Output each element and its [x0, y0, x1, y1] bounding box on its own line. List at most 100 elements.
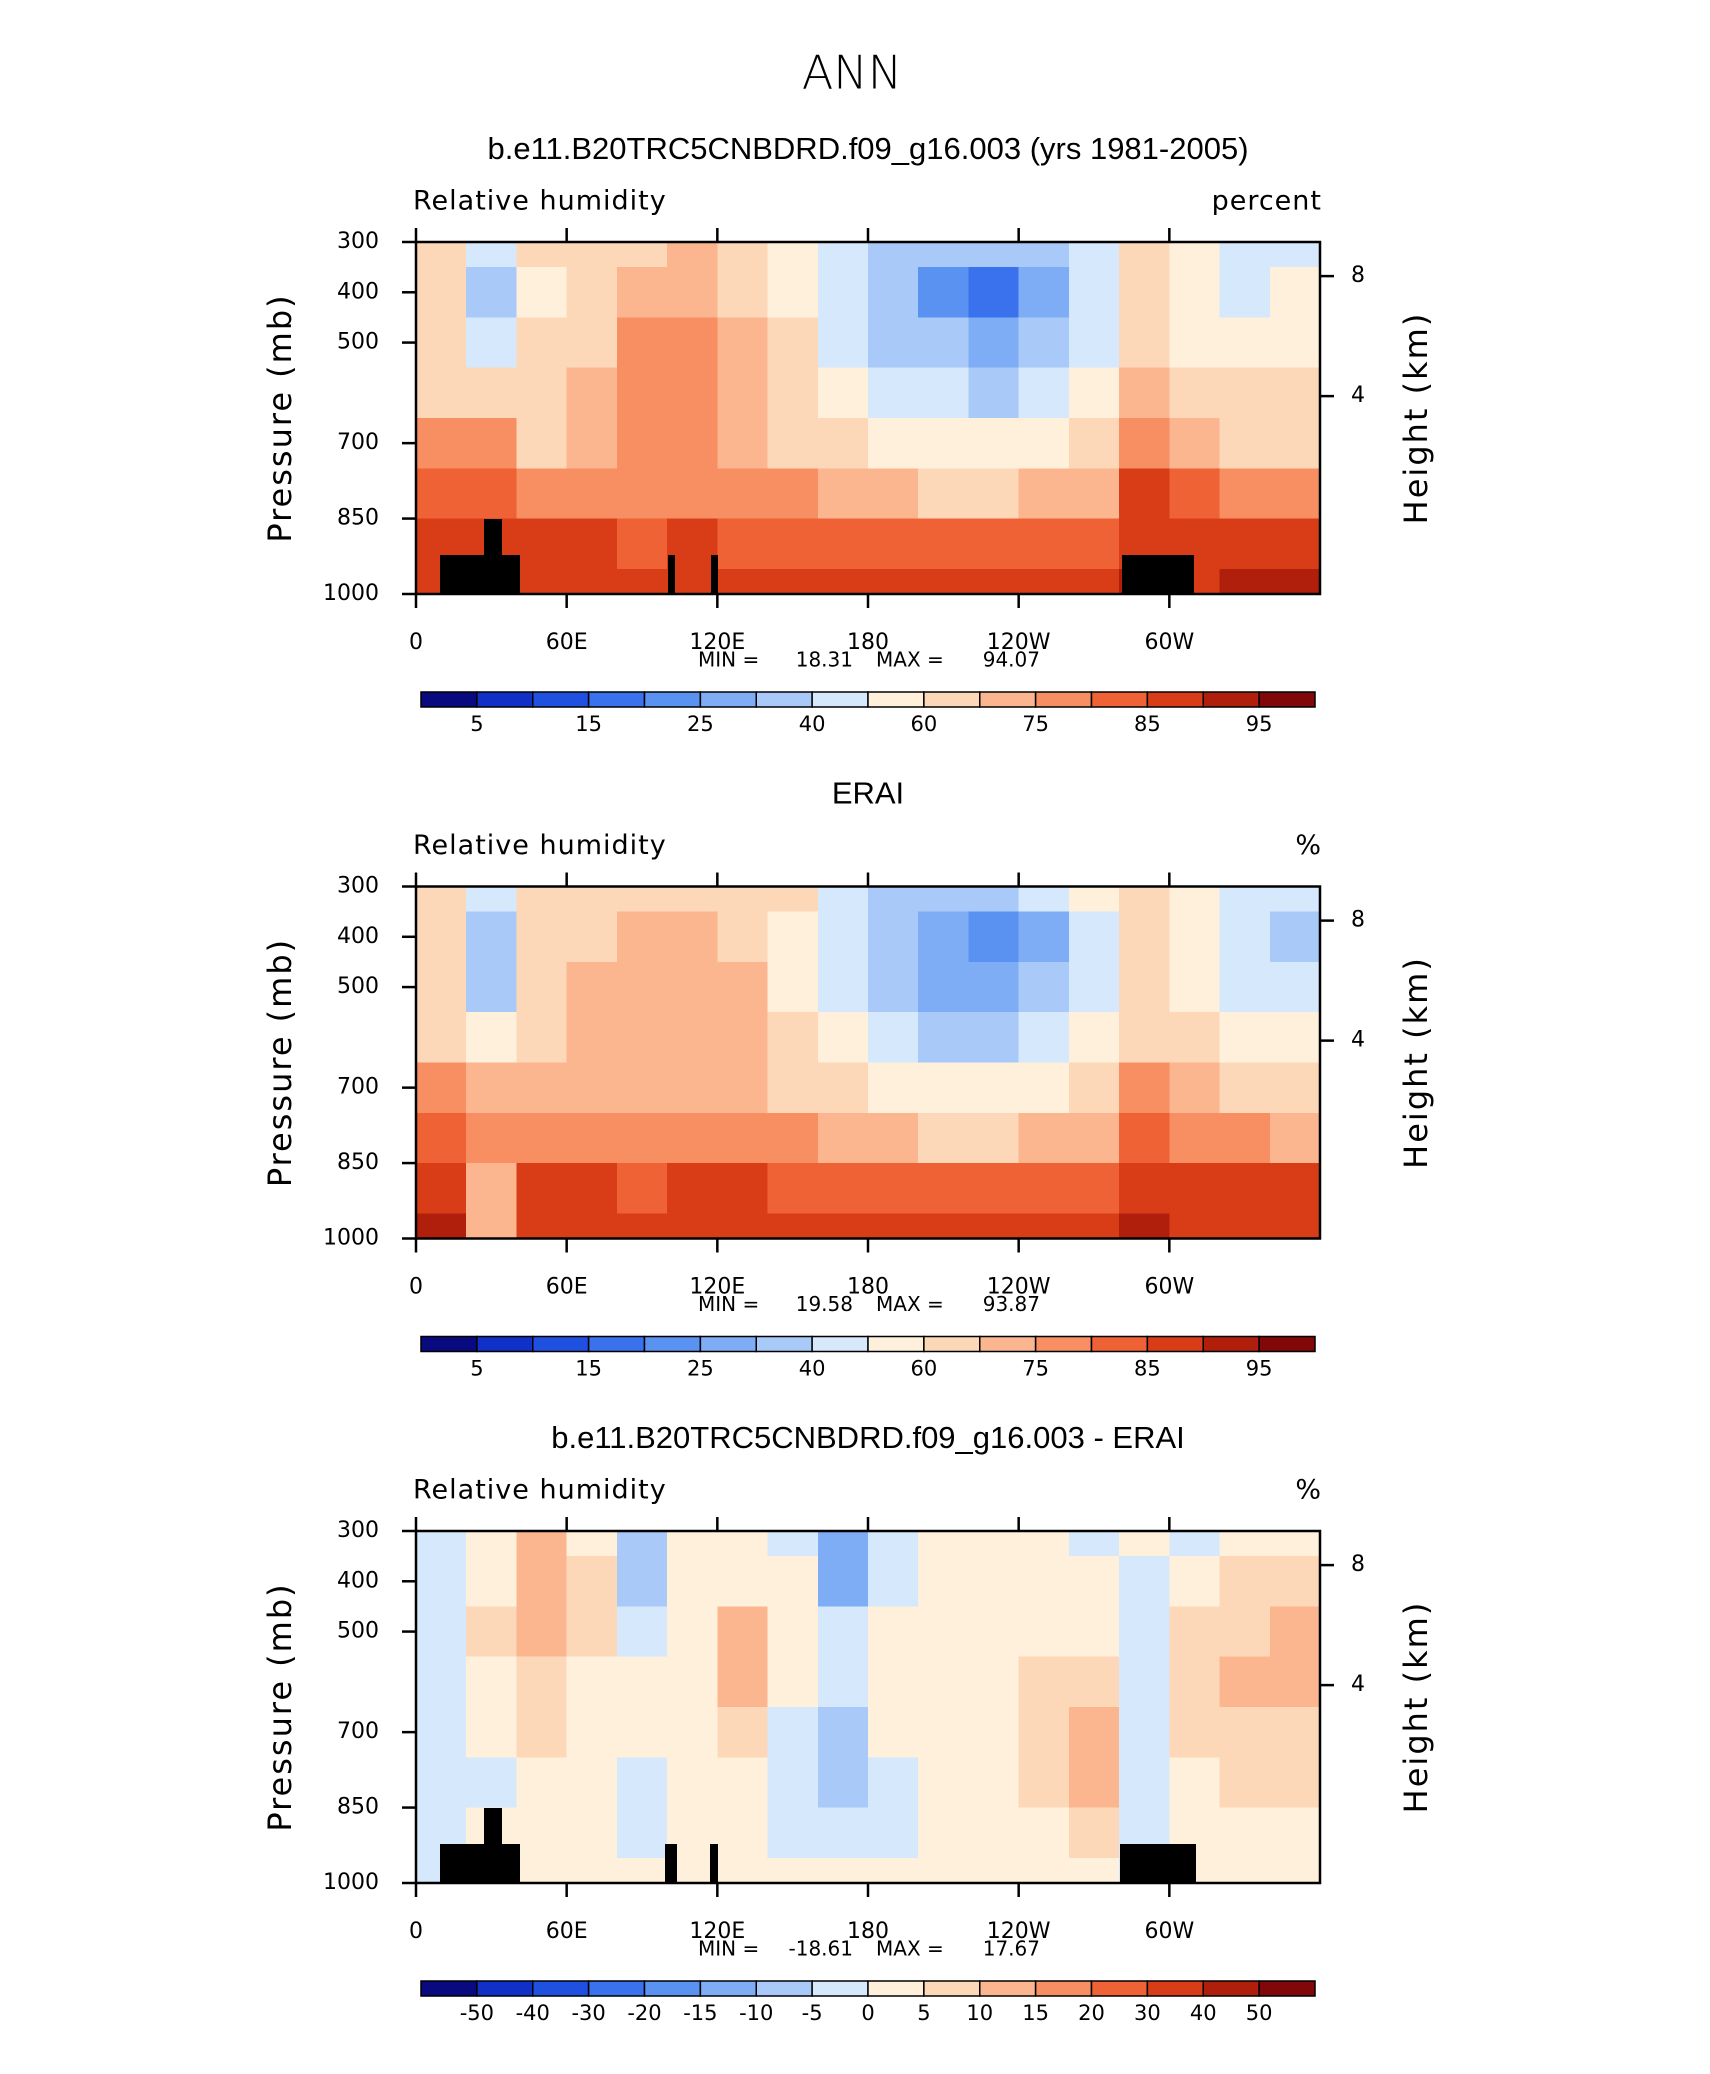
y-tick-label: 700	[337, 1075, 379, 1100]
contour-cell	[616, 1707, 668, 1758]
contour-cell	[667, 1556, 718, 1608]
colorbar-label: 30	[1134, 2001, 1161, 2025]
colorbar-box	[643, 691, 702, 708]
contour-cell	[616, 1757, 668, 1809]
colorbar-box	[643, 1335, 702, 1353]
contour-cell	[868, 1807, 919, 1859]
contour-cell	[416, 242, 467, 268]
contour-cell	[566, 418, 618, 469]
contour-cell	[616, 418, 668, 469]
contour-cell	[1068, 1857, 1120, 1884]
contour-cell	[868, 1112, 919, 1164]
colorbar-label: 60	[911, 712, 938, 736]
stat-label: MIN =	[698, 1292, 759, 1316]
contour-cell	[516, 1163, 568, 1214]
contour-cell	[1219, 1807, 1271, 1859]
contour-cell	[1018, 267, 1070, 319]
contour-cell	[817, 267, 869, 319]
contour-cell	[717, 1163, 769, 1214]
stat-label: MIN =	[698, 648, 759, 672]
contour-cell	[1018, 961, 1070, 1013]
contour-cell	[968, 1531, 1020, 1557]
subtitle-right: percent	[1212, 186, 1322, 217]
contour-cell	[968, 418, 1020, 469]
contour-cell	[1219, 1062, 1271, 1114]
contour-cell	[1068, 267, 1120, 319]
contour-cell	[767, 317, 819, 369]
contour-cell	[1219, 911, 1271, 963]
contour-cell	[1018, 568, 1070, 595]
contour-cell	[516, 1707, 568, 1758]
contour-cell	[667, 1112, 718, 1164]
contour-cell	[466, 1012, 518, 1064]
contour-cell	[667, 1213, 718, 1240]
contour-cell	[466, 1556, 518, 1608]
contour-cell	[667, 911, 718, 963]
contour-cell	[1269, 468, 1321, 520]
contour-cell	[717, 1062, 769, 1114]
x-tick-label: 180	[847, 630, 889, 655]
contour-cell	[516, 1062, 568, 1114]
contour-cell	[1219, 1112, 1271, 1164]
contour-cell	[466, 1112, 518, 1164]
contour-cell	[1169, 1012, 1221, 1064]
terrain	[484, 519, 502, 556]
contour-cell	[667, 242, 718, 268]
contour-cell	[667, 568, 718, 595]
contour-cell	[1219, 1757, 1271, 1809]
contour-cell	[516, 1656, 568, 1708]
contour-cell	[1219, 518, 1271, 570]
colorbar-box	[587, 691, 646, 708]
contour-cell	[717, 1807, 769, 1859]
contour-cell	[566, 1163, 618, 1214]
contour-cell	[1119, 317, 1170, 369]
y2-tick-label: 4	[1351, 383, 1365, 408]
contour-cell	[1169, 1531, 1221, 1557]
contour-cell	[717, 961, 769, 1013]
contour-cell	[1068, 1556, 1120, 1608]
contour-cell	[566, 911, 618, 963]
contour-cell	[767, 886, 819, 913]
contour-cell	[1018, 1757, 1070, 1809]
contour-cell	[566, 1807, 618, 1859]
contour-cell	[767, 1062, 819, 1114]
contour-cell	[918, 1807, 970, 1859]
contour-cell	[717, 418, 769, 469]
contour-cell	[1219, 1857, 1271, 1884]
y2-tick-label: 8	[1351, 908, 1365, 933]
contour-cell	[466, 1062, 518, 1114]
contour-cell	[667, 518, 718, 570]
contour-cell	[516, 886, 568, 913]
colorbar-label: 50	[1246, 2001, 1273, 2025]
contour-cell	[667, 1062, 718, 1114]
contour-cell	[566, 518, 618, 570]
contour-cell	[817, 1556, 869, 1608]
contour-cell	[667, 1012, 718, 1064]
contour-cell	[767, 1556, 819, 1608]
colorbar-box	[1090, 1335, 1149, 1353]
x-tick-label: 0	[409, 1919, 423, 1944]
contour-cell	[968, 886, 1020, 913]
contour-cell	[918, 1112, 970, 1164]
contour-cell	[667, 317, 718, 369]
contour-cell	[1219, 1012, 1271, 1064]
y2-axis-label: Height (km)	[1397, 1601, 1435, 1814]
contour-cell	[868, 317, 919, 369]
y-axis-label: Pressure (mb)	[261, 938, 299, 1187]
contour-cell	[466, 1531, 518, 1557]
contour-cell	[516, 1213, 568, 1240]
contour-cell	[416, 1062, 467, 1114]
contour-cell	[918, 1857, 970, 1884]
contour-cell	[817, 1163, 869, 1214]
contour-cell	[868, 1531, 919, 1557]
contour-cell	[1119, 1707, 1170, 1758]
x-tick-label: 60E	[546, 1275, 588, 1300]
contour-cell	[868, 1012, 919, 1064]
contour-cell	[817, 1062, 869, 1114]
y2-tick-label: 4	[1351, 1028, 1365, 1053]
contour-cell	[868, 267, 919, 319]
stat-value: 17.67	[983, 1937, 1040, 1961]
contour-cell	[1269, 267, 1321, 319]
contour-cell	[868, 242, 919, 268]
contour-cell	[1219, 367, 1271, 419]
